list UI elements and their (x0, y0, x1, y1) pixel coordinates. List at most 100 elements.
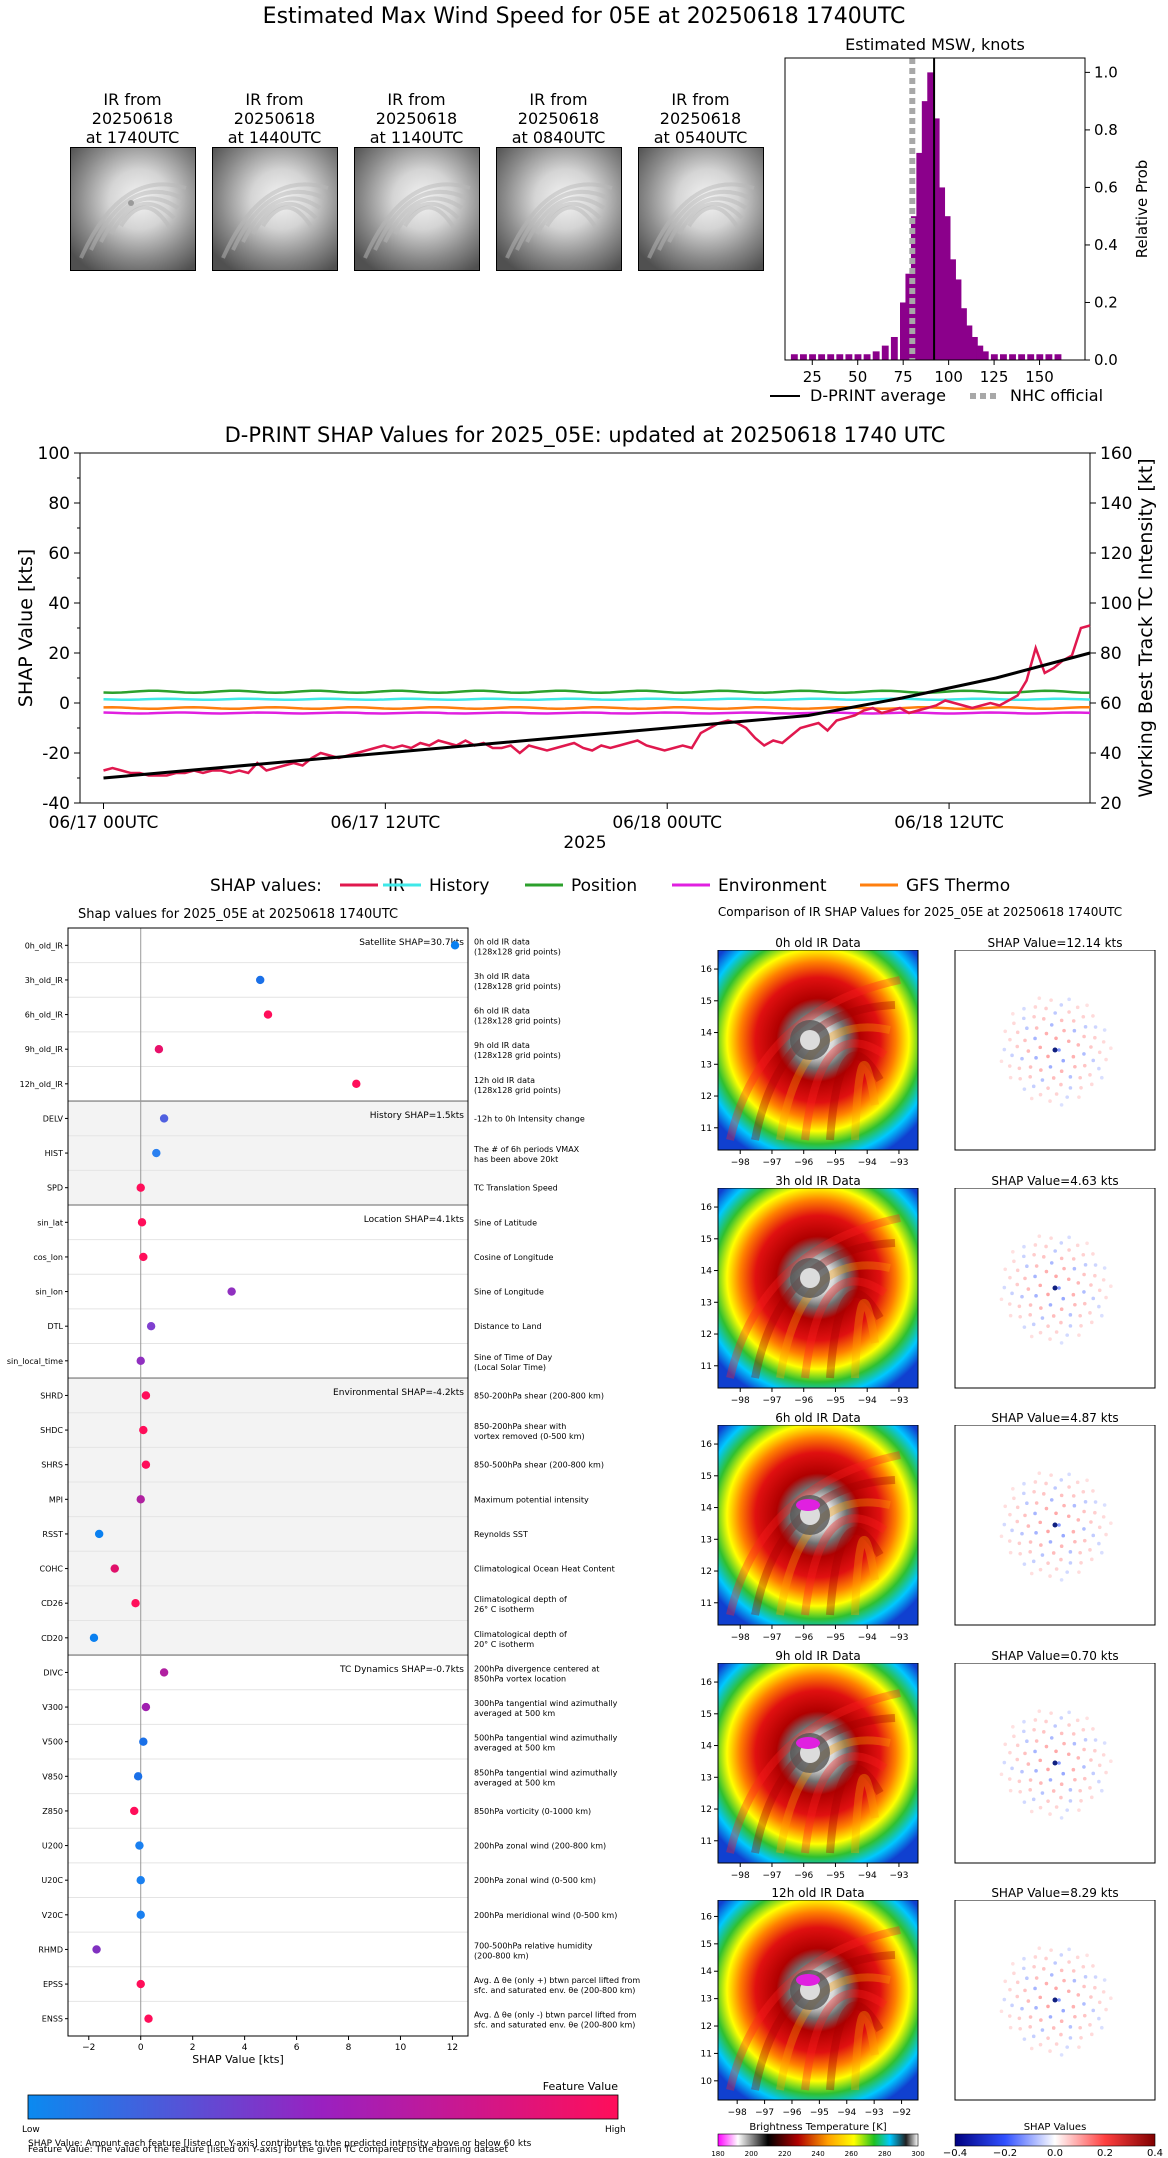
feature-point (159, 1114, 169, 1123)
ir-thumbnail-caption-line: 20250618 (233, 109, 316, 128)
shap-center (1052, 1047, 1058, 1053)
shap-pixel (1093, 1975, 1098, 1979)
ir-y-tick-label: 16 (701, 1912, 713, 1922)
shap-pixel (1002, 1047, 1007, 1052)
shap-pixel (1041, 1730, 1046, 1734)
feature-desc: (Local Solar Time) (474, 1363, 546, 1372)
ir-band (826, 1764, 884, 1854)
ir-thumbnail-caption-line: at 1140UTC (369, 128, 464, 147)
ir-x-tick-label: −94 (858, 1633, 877, 1643)
ir-y-tick-label: 15 (701, 1472, 712, 1482)
feature-point (136, 1356, 145, 1366)
shap-pixel (1054, 2042, 1059, 2046)
ts-y-label: SHAP Value [kts] (15, 549, 37, 707)
shap-pixel (1007, 1539, 1012, 1543)
histogram-bar (981, 351, 989, 360)
shap-pixel (1022, 1800, 1027, 1804)
shap-center (1052, 1997, 1058, 2003)
shap-pixel (1062, 1978, 1066, 1983)
histogram-bar (1045, 354, 1053, 360)
shap-pixel (1083, 1500, 1088, 1504)
ir-thumbnail-image (212, 147, 338, 271)
shap-pixel (1025, 1264, 1029, 1269)
shap-pixel (1038, 1995, 1043, 2000)
shap-pixel (1085, 1478, 1089, 1483)
shap-pixel (1059, 1341, 1064, 1345)
shap-pixel (1082, 2013, 1087, 2018)
shap-pixel (1059, 1816, 1064, 1820)
shap-panel-title: SHAP Value=4.87 kts (991, 1411, 1119, 1425)
shap-pixel (1079, 2035, 1083, 2040)
shap-pixel (1046, 1561, 1050, 1565)
shap-pixel (1037, 1709, 1042, 1714)
histogram-bar (827, 354, 835, 360)
shap-pixel (1038, 1283, 1043, 1288)
shap-colorbar-tick: 0.0 (1047, 2148, 1063, 2158)
shap-pixel (1059, 1782, 1064, 1787)
feature-desc: 850hPa vorticity (0-1000 km) (474, 1807, 591, 1816)
ir-thumbnail-caption-line: 20250618 (375, 109, 458, 128)
shap-pixel (999, 1297, 1004, 1302)
shap-pixel (1008, 1750, 1012, 1755)
shap-pixel (1034, 1976, 1039, 1980)
shap-pixel (1068, 1550, 1073, 1554)
feature-point (144, 2014, 153, 2023)
shap-pixel (1061, 1771, 1066, 1776)
shap-pixel (1022, 1325, 1027, 1329)
footnote-shap: SHAP Value: Amount each feature [listed … (28, 2139, 532, 2149)
shap-pixel (1082, 1747, 1086, 1752)
feature-name: 0h_old_IR (25, 941, 64, 950)
ir-x-tick-label: −96 (794, 1158, 813, 1168)
feature-point (352, 1079, 361, 1089)
shap-pixel (1041, 1017, 1046, 1021)
shap-pixel (1089, 1995, 1093, 1999)
shap-pixel (1046, 1292, 1050, 1297)
ir-y-tick-label: 16 (701, 1678, 713, 1688)
bt-colorbar (717, 2133, 919, 2147)
shap-pixel (1068, 1561, 1073, 1565)
feature-desc: Sine of Time of Day (474, 1353, 553, 1362)
shap-pixel (1091, 1771, 1096, 1776)
shap-pixel (1041, 1492, 1046, 1496)
ir-thumbnail-caption-line: at 1740UTC (85, 128, 180, 147)
thumb-band (515, 189, 609, 251)
shap-pixel (1067, 1010, 1071, 1014)
shap-pixel (1003, 1267, 1008, 1272)
shap-pixel (1020, 1531, 1024, 1536)
shap-pixel (1068, 1788, 1073, 1792)
shap-pixel (1085, 1716, 1089, 1721)
feature-value-low: Low (22, 2125, 40, 2135)
ts-y-tick-label: -40 (42, 794, 70, 814)
shap-pixel (1059, 1003, 1064, 1007)
feature-desc: (128x128 grid points) (474, 1051, 561, 1060)
feature-x-tick-label: −2 (82, 2043, 95, 2053)
ir-y-tick-label: 14 (701, 1742, 713, 1752)
ts-y2-tick-label: 40 (1100, 744, 1122, 764)
shap-pixel (1033, 1274, 1037, 1279)
shap-pixel (1059, 1241, 1064, 1245)
shap-pixel (1049, 1473, 1053, 1477)
shap-pixel (1032, 1253, 1036, 1257)
shap-pixel (1034, 2006, 1038, 2010)
ir-y-tick-label: 14 (701, 1029, 713, 1039)
ts-y-tick-label: 0 (59, 694, 70, 714)
shap-pixel (1033, 1986, 1037, 1991)
shap-pixel (1011, 1249, 1015, 1254)
feature-desc: 850hPa tangential wind azimuthally (474, 1768, 618, 1777)
histogram-bar (970, 336, 978, 360)
thumb-band (687, 205, 740, 230)
feature-value-colorbar (27, 2094, 619, 2120)
ir-y-tick-label: 15 (701, 1710, 712, 1720)
shap-pixel (1053, 1249, 1057, 1253)
histogram-bar (916, 152, 924, 360)
shap-pixel (1059, 1544, 1064, 1549)
ir-y-tick-label: 12 (701, 1330, 712, 1340)
feature-desc: has been above 20kt (474, 1155, 558, 1164)
shap-pixel (1039, 2018, 1043, 2022)
shap-pixel (1023, 1988, 1027, 1993)
shap-pixel (1102, 1741, 1107, 1745)
shap-pixel (1059, 1018, 1064, 1023)
shap-pixel (1059, 2032, 1063, 2037)
shap-colorbar-tick: −0.4 (943, 2148, 967, 2158)
shap-pixel (1067, 1947, 1071, 1952)
